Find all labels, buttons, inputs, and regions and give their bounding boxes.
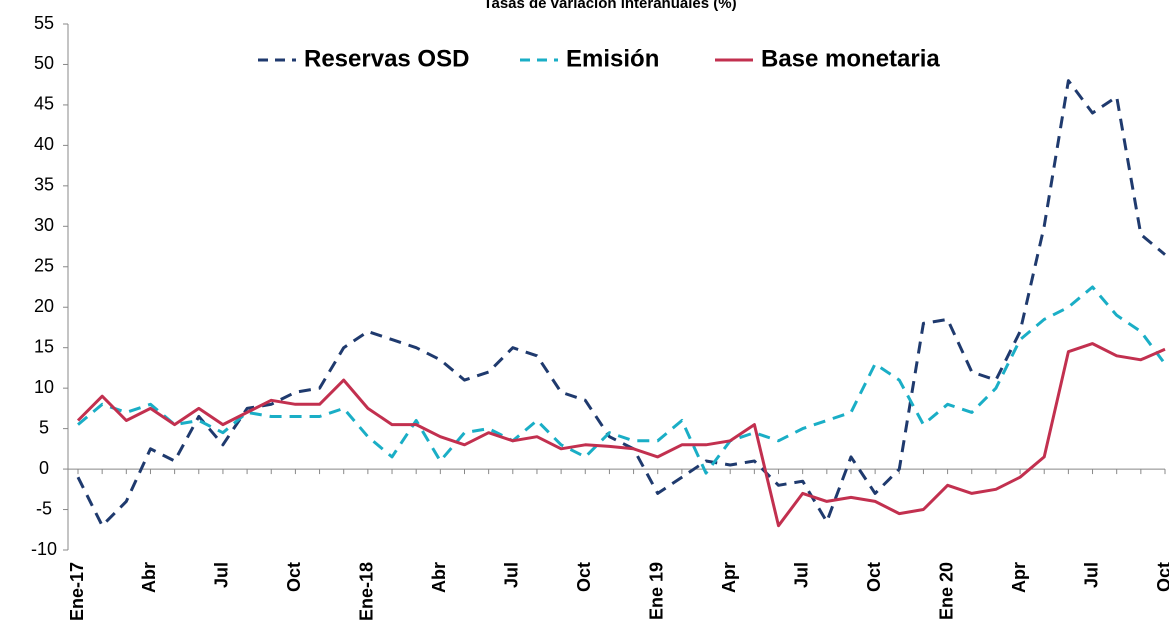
legend: Reservas OSD Emisión Base monetaria (258, 45, 940, 72)
legend-label: Base monetaria (761, 45, 940, 72)
series-line (76, 79, 1166, 528)
series-line (77, 285, 1167, 475)
y-tick-label: 40 (34, 134, 54, 154)
x-tick-label: Ene 19 (646, 562, 666, 620)
y-tick-label: 25 (34, 256, 54, 276)
y-tick-label: 20 (34, 296, 54, 316)
x-tick-label: Apr (1009, 562, 1029, 593)
y-tick-label: 45 (34, 94, 54, 114)
y-tick-label: -10 (31, 539, 57, 559)
y-tick-label: 30 (34, 215, 54, 235)
y-tick-label: 0 (39, 458, 49, 478)
x-tick-label: Oct (1154, 562, 1169, 592)
x-tick-label: Jul (1081, 562, 1101, 588)
x-tick-label: Oct (284, 562, 304, 592)
x-tick-label: Jul (212, 562, 232, 588)
x-tick-label: Ene-17 (67, 562, 87, 621)
series-line (76, 342, 1166, 528)
x-tick-label: Ene-18 (357, 562, 377, 621)
x-tick-label: Jul (791, 562, 811, 588)
y-tick-label: 55 (34, 13, 54, 33)
x-tick-label: Jul (502, 562, 522, 588)
y-tick-label: 35 (34, 175, 54, 195)
x-tick-label: Abr (139, 562, 159, 593)
y-tick-label: 10 (34, 377, 54, 397)
x-tick-label: Ene 20 (936, 562, 956, 620)
y-tick-label: -5 (36, 498, 52, 518)
x-tick-label: Oct (574, 562, 594, 592)
legend-label: Reservas OSD (304, 45, 469, 72)
y-tick-label: 50 (34, 53, 54, 73)
legend-label: Emisión (566, 45, 659, 72)
x-tick-label: Apr (719, 562, 739, 593)
x-tick-label: Abr (429, 562, 449, 593)
x-tick-label: Oct (864, 562, 884, 592)
y-tick-label: 5 (39, 417, 49, 437)
y-tick-label: 15 (34, 336, 54, 356)
chart-title: Tasas de variación interanuales (%) (483, 0, 736, 12)
